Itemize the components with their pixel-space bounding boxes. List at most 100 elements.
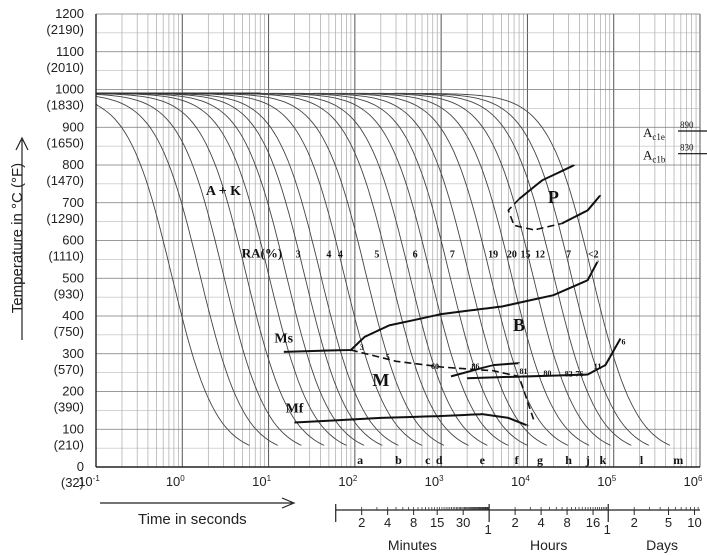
hardness-value: 60 — [431, 362, 439, 371]
x-tick-exponent: -1 — [93, 474, 101, 483]
ra-value: 5 — [374, 250, 379, 261]
x-tick-exponent: 6 — [698, 474, 703, 483]
hardness-value: 5 — [386, 353, 390, 362]
x-tick-label: 100 — [166, 474, 185, 489]
transformation-line-p-finish — [561, 194, 602, 225]
y-tick-label-fahrenheit: (930) — [54, 286, 84, 301]
ra-value: <2 — [588, 250, 599, 261]
y-tick-label-fahrenheit: (1830) — [46, 98, 84, 113]
x-tick-exponent: 4 — [525, 474, 530, 483]
y-tick-label-celsius: 700 — [62, 195, 84, 210]
region-label: P — [548, 187, 559, 207]
reference-line-label: Ac1b — [643, 148, 666, 165]
ra-value: 4 — [338, 250, 343, 261]
ra-value: 3 — [296, 250, 301, 261]
y-tick-label-celsius: 1200 — [55, 6, 84, 21]
reference-label-sub: c1e — [652, 132, 665, 142]
time-scale-tick-label: 2 — [631, 515, 638, 530]
y-tick-label-fahrenheit: (32) — [61, 475, 84, 490]
time-scale-tick-label: 4 — [537, 515, 544, 530]
curve-letter-label: k — [600, 453, 607, 467]
y-tick-label-celsius: 100 — [62, 421, 84, 436]
x-tick-exponent: 5 — [612, 474, 617, 483]
y-tick-label-fahrenheit: (2190) — [46, 22, 84, 37]
time-scale-name: Days — [646, 537, 678, 553]
time-scales: 2 4 8 15 30 Minutes 1 2 4 8 16 Hours 1 2 5 10 Days — [335, 504, 702, 553]
y-tick-label-celsius: 1000 — [55, 82, 84, 97]
x-tick-base: 10 — [338, 474, 352, 489]
time-scale-tick-label: 15 — [430, 515, 444, 530]
y-tick-label-fahrenheit: (2010) — [46, 60, 84, 75]
y-tick-label-celsius: 300 — [62, 346, 84, 361]
hardness-value: 11 — [594, 362, 602, 371]
transformation-lines — [283, 164, 622, 427]
hardness-value: 76 — [575, 370, 583, 379]
y-tick-label-fahrenheit: (1470) — [46, 173, 84, 188]
reference-line-label: Ac1e — [643, 125, 665, 142]
reference-label-main: A — [643, 125, 653, 140]
curve-letter-label: h — [565, 453, 572, 467]
hardness-value: 86 — [471, 362, 479, 371]
tick-labels: 0(32)100(210)200(390)300(570)400(750)500… — [46, 6, 703, 490]
ra-value: 7 — [566, 250, 571, 261]
y-tick-label-fahrenheit: (570) — [54, 362, 84, 377]
region-label: B — [513, 315, 525, 335]
y-tick-label-fahrenheit: (210) — [54, 437, 84, 452]
ra-value: 6 — [413, 250, 418, 261]
hardness-value: 82 — [565, 370, 573, 379]
x-axis-arrow — [100, 497, 296, 509]
time-scale-tick-label: 8 — [563, 515, 570, 530]
x-tick-base: 10 — [252, 474, 266, 489]
curve-letter-label: m — [673, 453, 683, 467]
curve-letter-label: d — [436, 453, 443, 467]
x-tick-base: 10 — [684, 474, 698, 489]
y-axis-label: Temperature in °C (°F) — [9, 163, 26, 313]
x-tick-base: 10 — [511, 474, 525, 489]
y-tick-label-celsius: 900 — [62, 119, 84, 134]
x-tick-base: 10 — [597, 474, 611, 489]
x-tick-label: 105 — [597, 474, 616, 489]
transformation-line-mf — [294, 412, 529, 427]
transformation-line-b-finish — [467, 337, 622, 380]
y-tick-label-fahrenheit: (1110) — [48, 249, 84, 264]
y-tick-label-celsius: 200 — [62, 384, 84, 399]
y-tick-label-fahrenheit: (390) — [54, 400, 84, 415]
x-tick-base: 10 — [425, 474, 439, 489]
time-scale-tick-label: 2 — [358, 515, 365, 530]
x-tick-base: 10 — [78, 474, 92, 489]
ra-value: 15 — [521, 250, 531, 261]
x-tick-exponent: 0 — [180, 474, 185, 483]
time-scale-tick-label: 5 — [665, 515, 672, 530]
y-axis-arrow — [15, 136, 29, 340]
ra-value: 20 — [507, 250, 517, 261]
hardness-value: 80 — [543, 369, 551, 378]
y-tick-label-fahrenheit: (1650) — [46, 135, 84, 150]
ra-label: RA(%) — [242, 246, 282, 261]
grid-lines — [95, 13, 701, 468]
curve-letter-label: g — [537, 453, 543, 467]
transformation-line-ms — [283, 260, 599, 353]
x-tick-label: 101 — [252, 474, 271, 489]
x-axis-label: Time in seconds — [138, 511, 247, 528]
y-tick-label-fahrenheit: (750) — [54, 324, 84, 339]
cooling-curve — [95, 93, 325, 446]
y-tick-label-celsius: 500 — [62, 270, 84, 285]
time-scale-name: Minutes — [388, 537, 437, 553]
reference-label-main: A — [643, 148, 653, 163]
x-tick-base: 10 — [166, 474, 180, 489]
axes: Temperature in °C (°F) Time in seconds — [9, 14, 700, 528]
y-tick-label-celsius: 1100 — [56, 44, 84, 59]
reference-value-label: 830 — [680, 143, 694, 153]
region-label: M — [372, 370, 389, 390]
time-scale-name: Hours — [530, 537, 567, 553]
time-scale-tick-label: 10 — [687, 515, 701, 530]
hardness-value: 81 — [519, 367, 527, 376]
region-label: A + K — [206, 184, 241, 199]
x-tick-label: 104 — [511, 474, 530, 489]
reference-value-label: 890 — [680, 120, 694, 130]
curve-letter-label: a — [357, 453, 363, 467]
x-tick-exponent: 3 — [439, 474, 444, 483]
time-scale-tick-label: 8 — [410, 515, 417, 530]
curve-letter-label: c — [425, 453, 431, 467]
